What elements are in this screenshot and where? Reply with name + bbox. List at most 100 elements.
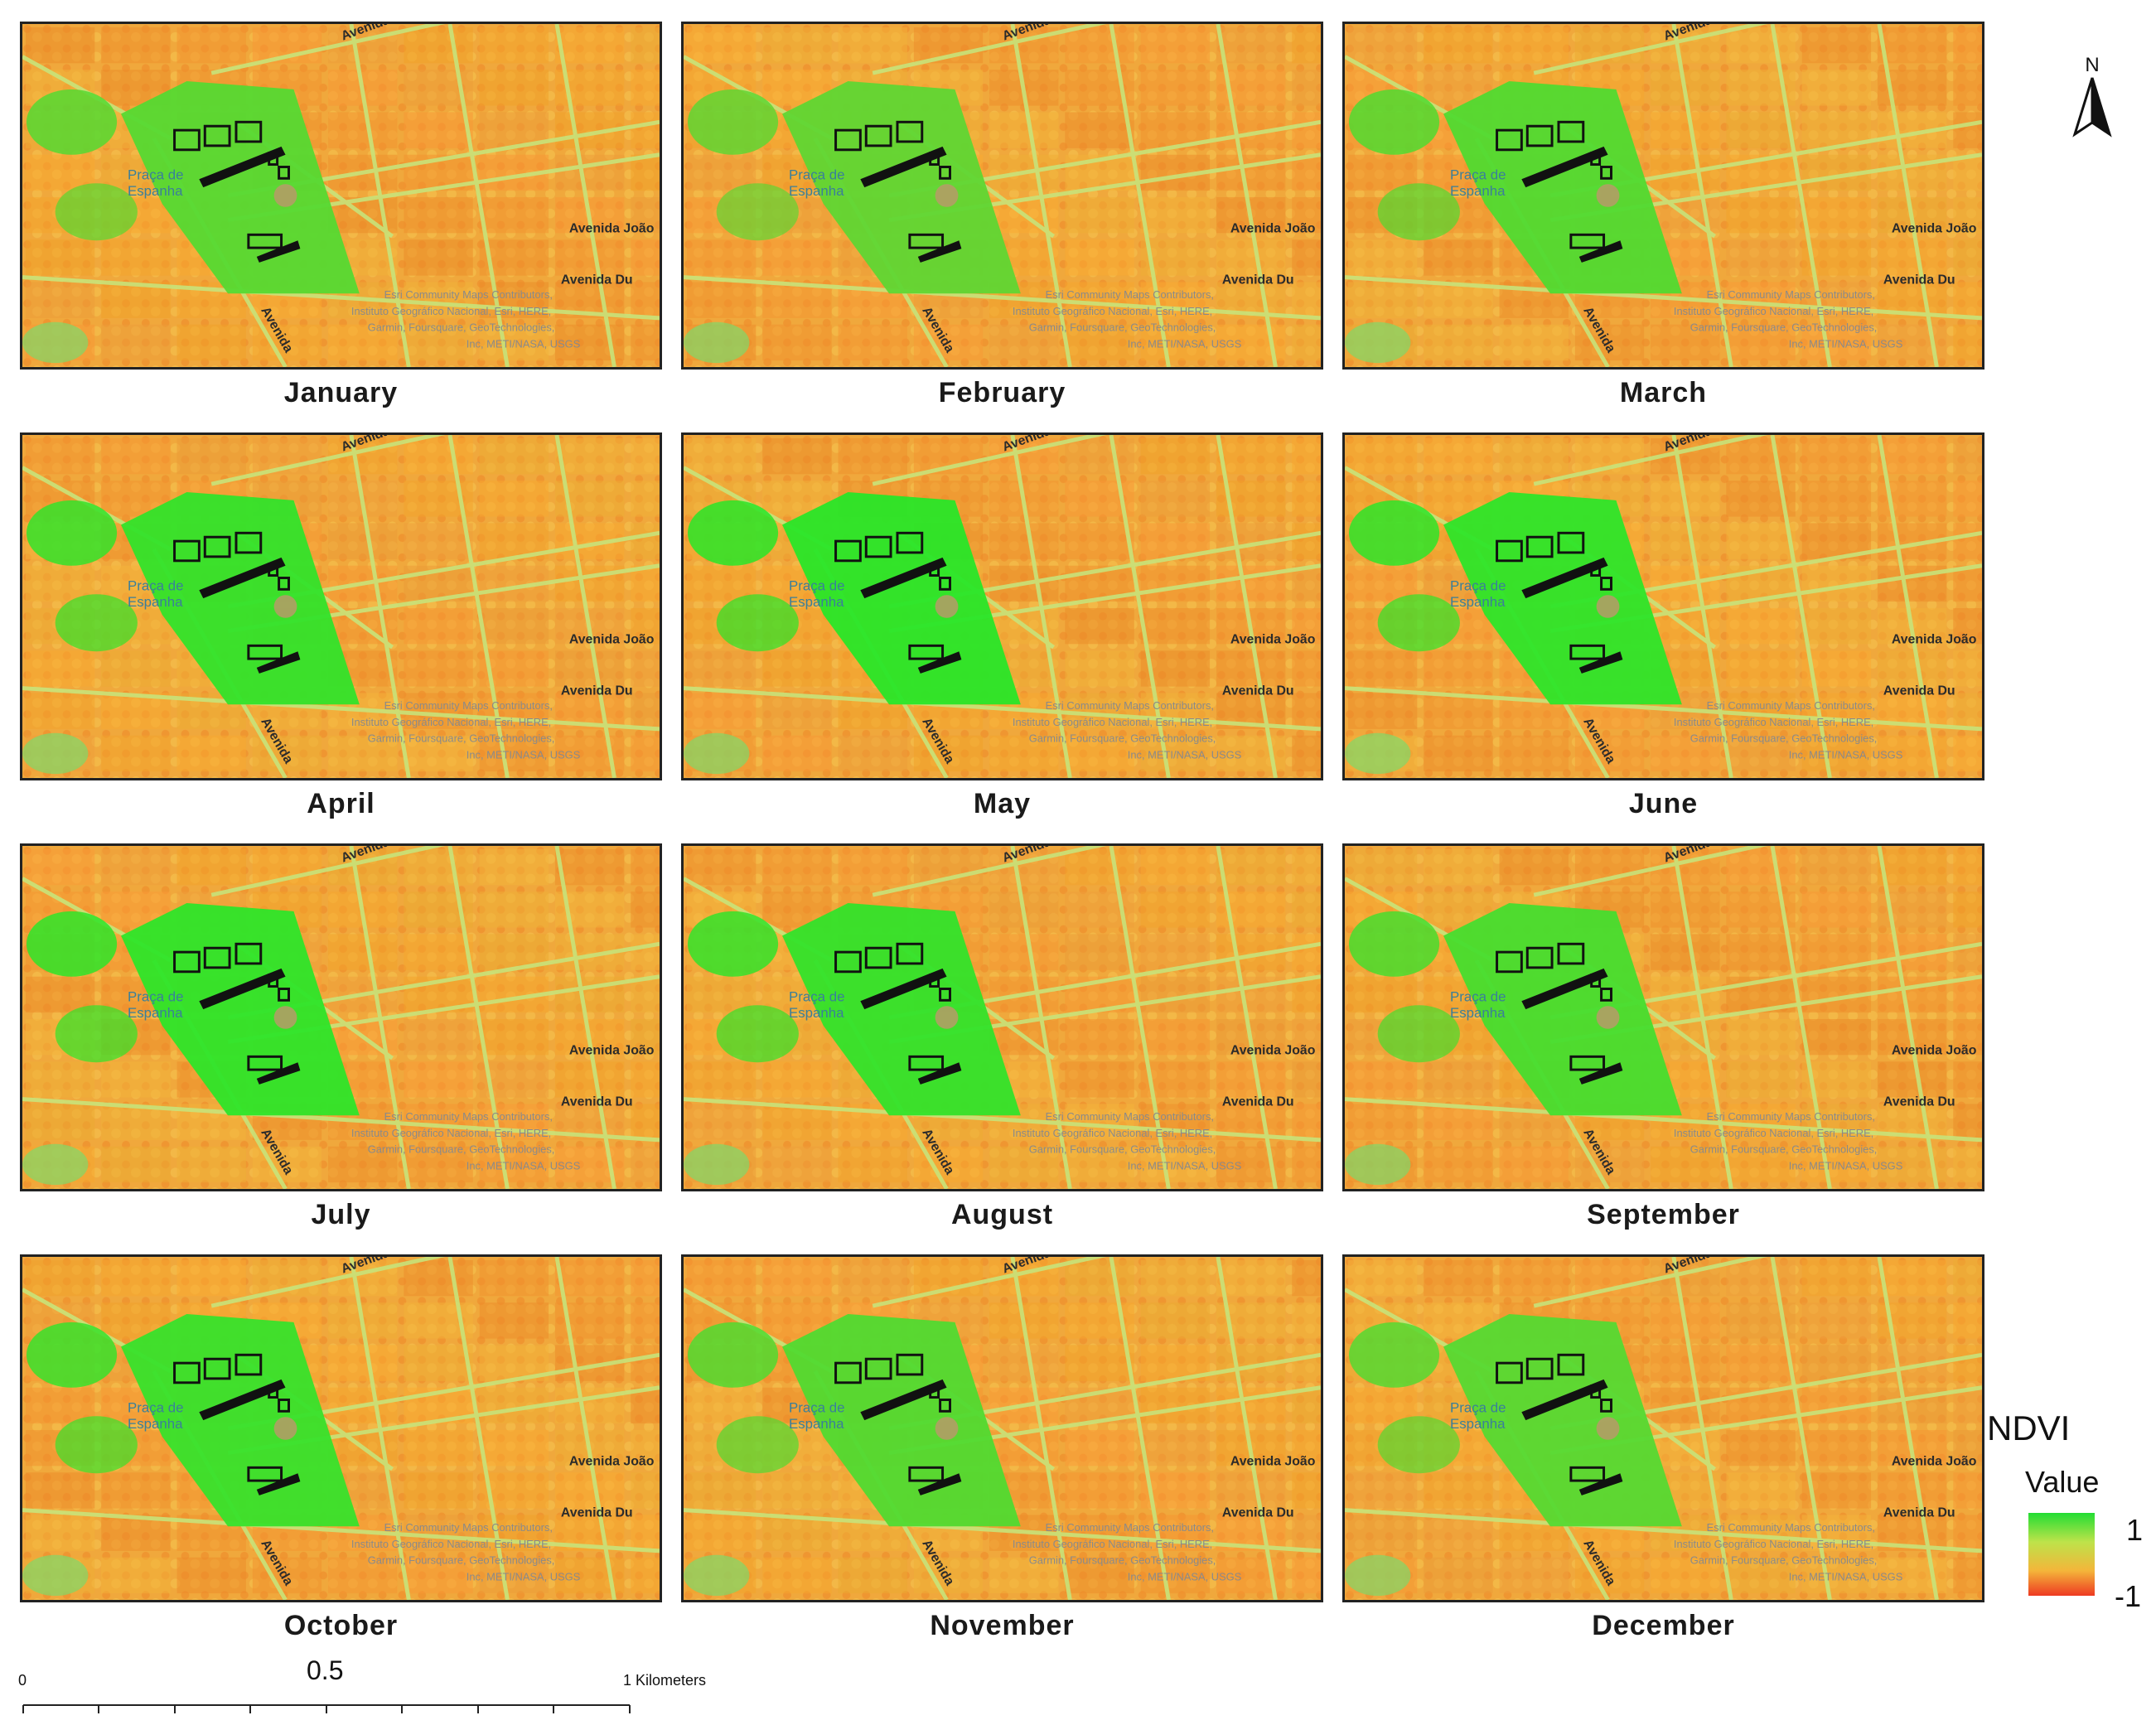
place-label: Praça de xyxy=(1450,988,1506,1004)
street-label: Avenida Du xyxy=(1222,684,1294,698)
place-label: Espanha xyxy=(789,183,844,199)
scale-end-label: 1 Kilometers xyxy=(623,1672,707,1689)
street-label: Avenida João xyxy=(1892,1043,1977,1057)
attribution-line: Garmin, Foursquare, GeoTechnologies, xyxy=(368,321,555,334)
legend-title: NDVI xyxy=(1987,1409,2071,1447)
attribution-line: Instituto Geográfico Nacional, Esri, HER… xyxy=(1013,1127,1212,1139)
attribution-line: Instituto Geográfico Nacional, Esri, HER… xyxy=(1674,1127,1873,1139)
attribution-line: Instituto Geográfico Nacional, Esri, HER… xyxy=(351,716,551,728)
attribution-line: Inc, METI/NASA, USGS xyxy=(1789,748,1902,761)
legend-min-label: -1 xyxy=(2115,1579,2142,1613)
month-label: December xyxy=(1592,1610,1735,1641)
attribution-line: Inc, METI/NASA, USGS xyxy=(466,1159,580,1172)
place-label: Espanha xyxy=(128,594,183,610)
attribution-line: Esri Community Maps Contributors, xyxy=(384,288,553,301)
month-label: May xyxy=(973,788,1032,819)
place-label: Praça de xyxy=(128,577,183,593)
street-label: Avenida Du xyxy=(561,684,633,698)
place-label: Praça de xyxy=(789,988,844,1004)
ndvi-map-july: Avenida Avenida João Avenida Du Avenida … xyxy=(20,843,662,1191)
month-label: February xyxy=(938,377,1066,408)
scale-bar xyxy=(20,1672,650,1715)
street-label: Avenida João xyxy=(569,1454,655,1468)
street-label: Avenida João xyxy=(1230,1043,1316,1057)
place-label: Praça de xyxy=(789,167,844,182)
attribution-line: Esri Community Maps Contributors, xyxy=(1046,1521,1214,1534)
month-label: March xyxy=(1619,377,1708,408)
attribution-line: Inc, METI/NASA, USGS xyxy=(466,748,580,761)
attribution-line: Garmin, Foursquare, GeoTechnologies, xyxy=(368,732,555,745)
legend-color-ramp xyxy=(2028,1513,2095,1596)
attribution-line: Esri Community Maps Contributors, xyxy=(1707,288,1875,301)
street-label: Avenida Du xyxy=(1222,1506,1294,1520)
street-label: Avenida João xyxy=(1892,632,1977,646)
attribution-line: Esri Community Maps Contributors, xyxy=(384,1110,553,1123)
place-label: Praça de xyxy=(789,1399,844,1415)
attribution-line: Instituto Geográfico Nacional, Esri, HER… xyxy=(1013,1538,1212,1550)
street-label: Avenida João xyxy=(569,221,655,235)
attribution-line: Esri Community Maps Contributors, xyxy=(1707,699,1875,712)
month-label: April xyxy=(307,788,375,819)
ndvi-map-august: Avenida Avenida João Avenida Du Avenida … xyxy=(681,843,1323,1191)
attribution-line: Garmin, Foursquare, GeoTechnologies, xyxy=(1690,1554,1878,1567)
attribution-line: Garmin, Foursquare, GeoTechnologies, xyxy=(1029,1554,1216,1567)
place-label: Praça de xyxy=(128,167,183,182)
street-label: Avenida João xyxy=(569,632,655,646)
month-label: July xyxy=(311,1199,371,1230)
place-label: Espanha xyxy=(128,183,183,199)
ndvi-map-march: Avenida Avenida João Avenida Du Avenida … xyxy=(1342,22,1984,370)
attribution-line: Garmin, Foursquare, GeoTechnologies, xyxy=(368,1554,555,1567)
street-label: Avenida Du xyxy=(1883,273,1955,288)
place-label: Espanha xyxy=(789,594,844,610)
attribution-line: Inc, METI/NASA, USGS xyxy=(1128,1159,1241,1172)
attribution-line: Esri Community Maps Contributors, xyxy=(1707,1521,1875,1534)
place-label: Espanha xyxy=(1450,1005,1506,1021)
attribution-line: Inc, METI/NASA, USGS xyxy=(1789,1159,1902,1172)
ndvi-map-november: Avenida Avenida João Avenida Du Avenida … xyxy=(681,1254,1323,1602)
street-label: Avenida Du xyxy=(561,1095,633,1109)
street-label: Avenida Du xyxy=(1883,1506,1955,1520)
street-label: Avenida Du xyxy=(1883,1095,1955,1109)
street-label: Avenida João xyxy=(1892,221,1977,235)
attribution-line: Esri Community Maps Contributors, xyxy=(1046,288,1214,301)
attribution-line: Garmin, Foursquare, GeoTechnologies, xyxy=(1690,1143,1878,1156)
attribution-line: Garmin, Foursquare, GeoTechnologies, xyxy=(1690,321,1878,334)
attribution-line: Instituto Geográfico Nacional, Esri, HER… xyxy=(351,1538,551,1550)
attribution-line: Garmin, Foursquare, GeoTechnologies, xyxy=(1029,732,1216,745)
scale-mid-label: 0.5 xyxy=(307,1655,344,1685)
north-label: N xyxy=(2085,54,2099,76)
place-label: Praça de xyxy=(1450,577,1506,593)
attribution-line: Garmin, Foursquare, GeoTechnologies, xyxy=(1029,321,1216,334)
place-label: Espanha xyxy=(128,1416,183,1432)
attribution-line: Instituto Geográfico Nacional, Esri, HER… xyxy=(351,305,551,317)
month-label: November xyxy=(930,1610,1075,1641)
ndvi-map-september: Avenida Avenida João Avenida Du Avenida … xyxy=(1342,843,1984,1191)
attribution-line: Esri Community Maps Contributors, xyxy=(1707,1110,1875,1123)
attribution-line: Inc, METI/NASA, USGS xyxy=(1128,748,1241,761)
month-label: January xyxy=(283,377,399,408)
place-label: Praça de xyxy=(128,1399,183,1415)
place-label: Praça de xyxy=(789,577,844,593)
place-label: Praça de xyxy=(1450,167,1506,182)
street-label: Avenida Du xyxy=(1883,684,1955,698)
street-label: Avenida João xyxy=(1892,1454,1977,1468)
attribution-line: Instituto Geográfico Nacional, Esri, HER… xyxy=(351,1127,551,1139)
attribution-line: Instituto Geográfico Nacional, Esri, HER… xyxy=(1674,305,1873,317)
attribution-line: Inc, METI/NASA, USGS xyxy=(1789,337,1902,350)
attribution-line: Esri Community Maps Contributors, xyxy=(384,1521,553,1534)
attribution-line: Inc, METI/NASA, USGS xyxy=(1128,1570,1241,1582)
attribution-line: Inc, METI/NASA, USGS xyxy=(466,1570,580,1582)
place-label: Praça de xyxy=(128,988,183,1004)
ndvi-map-may: Avenida Avenida João Avenida Du Avenida … xyxy=(681,432,1323,780)
ndvi-map-june: Avenida Avenida João Avenida Du Avenida … xyxy=(1342,432,1984,780)
place-label: Espanha xyxy=(1450,1416,1506,1432)
attribution-line: Garmin, Foursquare, GeoTechnologies, xyxy=(1029,1143,1216,1156)
street-label: Avenida João xyxy=(1230,632,1316,646)
street-label: Avenida João xyxy=(1230,221,1316,235)
month-label: September xyxy=(1587,1199,1740,1230)
place-label: Espanha xyxy=(1450,183,1506,199)
place-label: Praça de xyxy=(1450,1399,1506,1415)
attribution-line: Esri Community Maps Contributors, xyxy=(1046,699,1214,712)
ndvi-map-april: Avenida Avenida João Avenida Du Avenida … xyxy=(20,432,662,780)
legend-max-label: 1 xyxy=(2126,1513,2144,1547)
